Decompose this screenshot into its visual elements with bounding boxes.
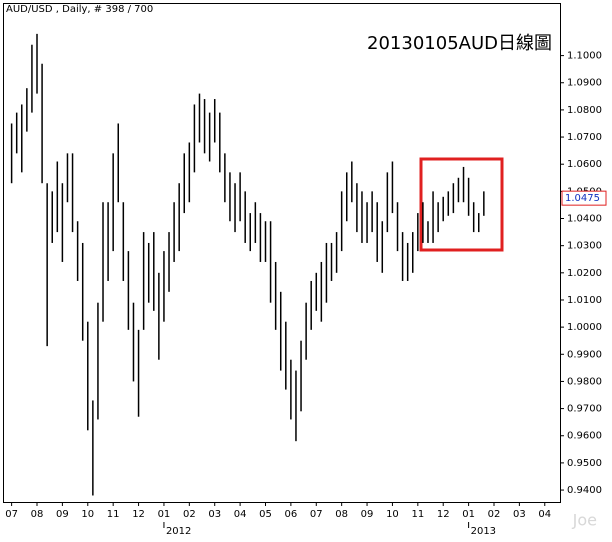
last-price-box — [561, 190, 607, 206]
x-tick-label: 04 — [234, 509, 247, 520]
x-tick-label: 10 — [81, 509, 94, 520]
year-label: 2012 — [166, 526, 191, 537]
y-tick-label: 0.9500 — [567, 458, 602, 469]
x-tick-label: 06 — [285, 509, 298, 520]
y-tick-label: 1.0400 — [567, 214, 602, 225]
x-tick-label: 02 — [183, 509, 196, 520]
x-tick-label: 05 — [259, 509, 272, 520]
y-tick-label: 1.0900 — [567, 78, 602, 89]
x-tick-label: 02 — [488, 509, 501, 520]
x-tick-label: 04 — [538, 509, 551, 520]
y-tick-label: 1.0200 — [567, 268, 602, 279]
last-price-label: 1.0475 — [565, 193, 600, 204]
y-tick-label: 1.0000 — [567, 322, 602, 333]
x-tick-label: 03 — [513, 509, 526, 520]
y-tick-label: 1.0100 — [567, 295, 602, 306]
x-tick-label: 03 — [208, 509, 221, 520]
chart-title: AUD/USD , Daily, # 398 / 700 — [6, 4, 153, 15]
x-tick-label: 09 — [361, 509, 374, 520]
x-tick-label: 10 — [386, 509, 399, 520]
y-tick-label: 1.0600 — [567, 159, 602, 170]
y-tick-label: 1.0300 — [567, 241, 602, 252]
y-tick-label: 0.9600 — [567, 431, 602, 442]
y-tick-label: 0.9700 — [567, 404, 602, 415]
watermark: Joe — [572, 511, 597, 530]
highlight-box — [419, 157, 504, 252]
x-tick-label: 01 — [158, 509, 171, 520]
x-tick-label: 11 — [107, 509, 120, 520]
x-tick-label: 11 — [411, 509, 424, 520]
y-tick-label: 0.9800 — [567, 376, 602, 387]
y-tick-label: 0.9900 — [567, 349, 602, 360]
y-tick-label: 1.0700 — [567, 132, 602, 143]
x-tick-label: 12 — [132, 509, 145, 520]
x-tick-label: 07 — [5, 509, 18, 520]
x-tick-label: 12 — [437, 509, 450, 520]
x-tick-label: 08 — [31, 509, 44, 520]
x-tick-label: 07 — [310, 509, 323, 520]
plot-frame — [3, 3, 561, 503]
y-tick-label: 1.0800 — [567, 105, 602, 116]
x-tick-label: 01 — [462, 509, 475, 520]
y-tick-label: 0.9400 — [567, 485, 602, 496]
x-tick-label: 09 — [56, 509, 69, 520]
y-tick-label: 1.1000 — [567, 51, 602, 62]
annotation: 20130105AUD日線圖 — [367, 33, 552, 54]
x-tick-label: 08 — [335, 509, 348, 520]
year-label: 2013 — [471, 526, 496, 537]
